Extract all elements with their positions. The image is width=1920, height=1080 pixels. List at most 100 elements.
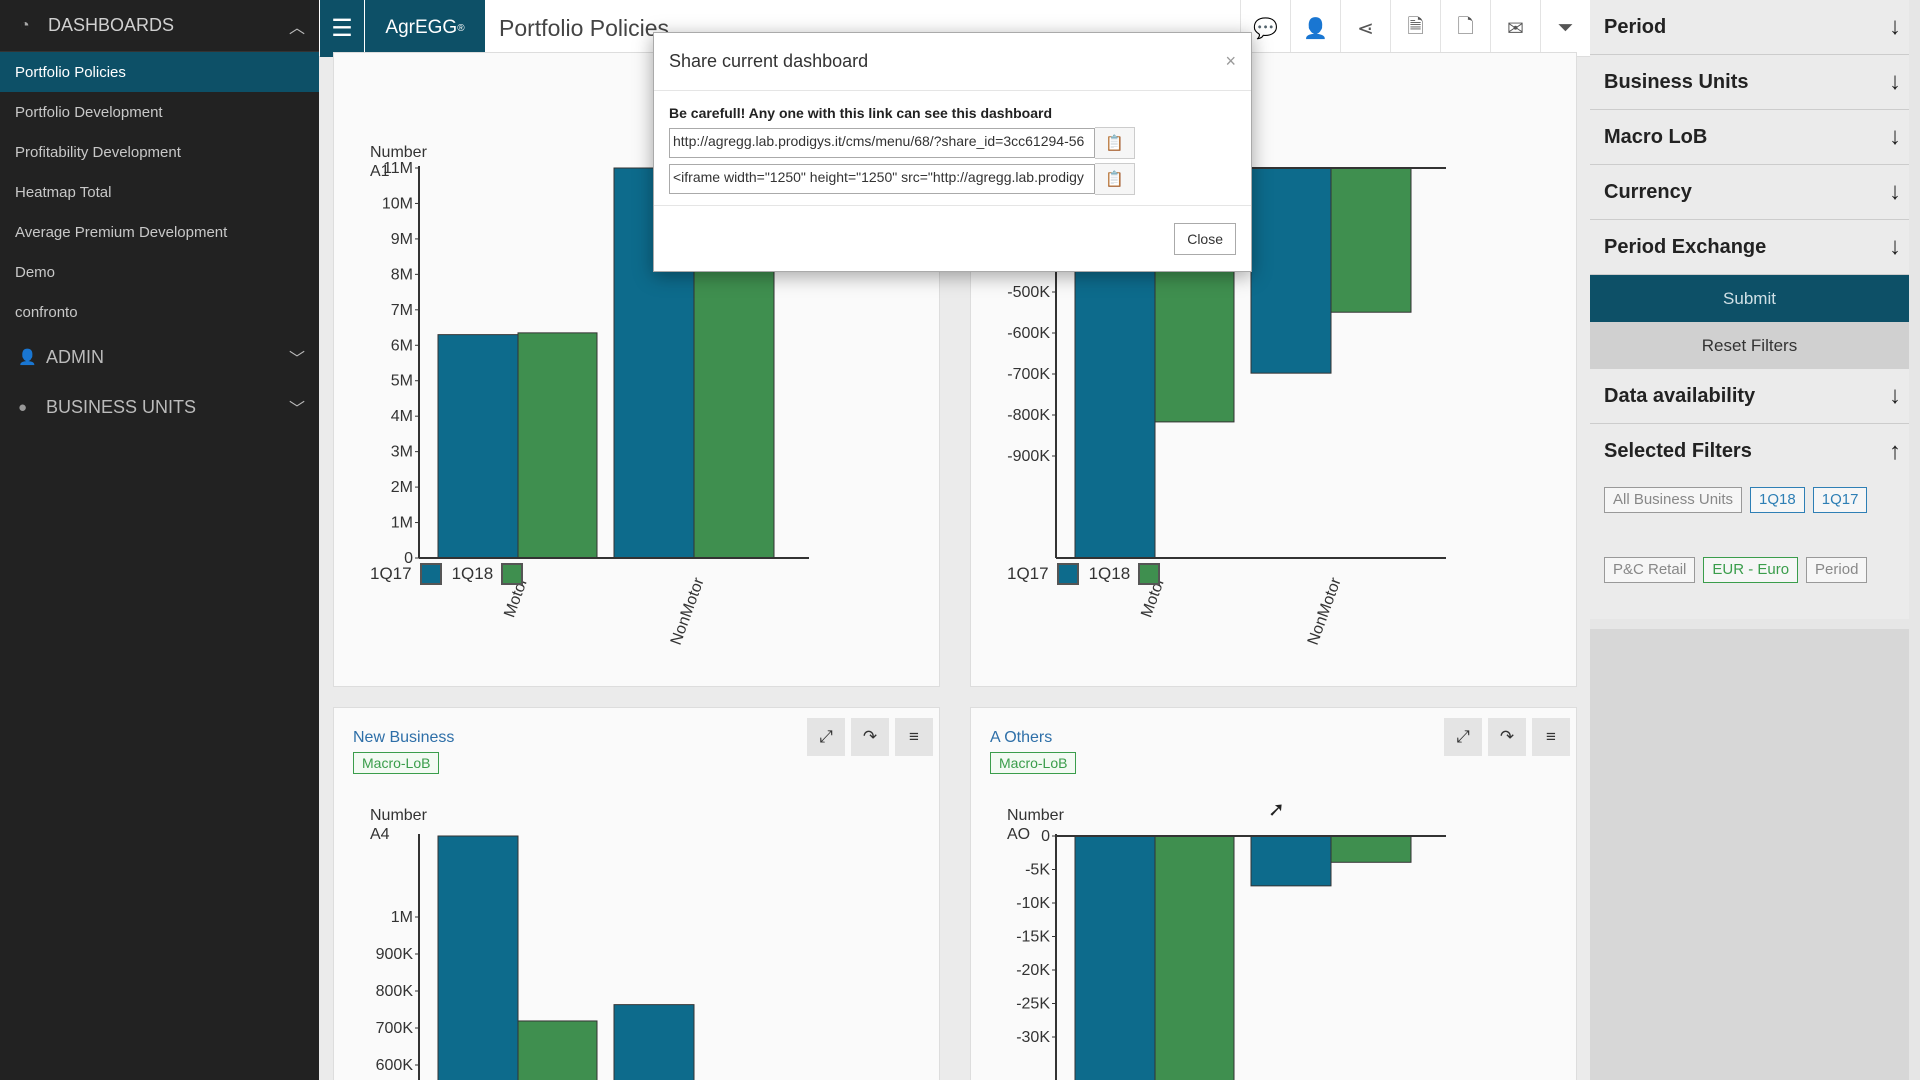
share-icon[interactable]: ⋖: [1340, 0, 1390, 57]
sidebar-section-admin[interactable]: 👤 ADMIN ﹀: [0, 332, 319, 382]
sidebar-item[interactable]: Demo: [15, 263, 56, 281]
y-tick-label: -15K: [1016, 929, 1050, 946]
bar-1Q18-Motor[interactable]: [517, 1020, 598, 1080]
bar-1Q17-Motor[interactable]: [1074, 835, 1156, 1080]
filter-panel: Period ↓ Business Units ↓ Macro LoB ↓ Currency…: [1590, 0, 1920, 1080]
bar-1Q17-Motor[interactable]: [437, 835, 519, 1080]
y-tick-label: -25K: [1016, 996, 1050, 1013]
expand-icon[interactable]: ⤢: [1444, 718, 1482, 756]
chart-title[interactable]: New Business: [353, 729, 455, 746]
ppt-icon[interactable]: 🗋: [1440, 0, 1490, 57]
selected-filters-header[interactable]: Selected Filters ↑: [1590, 424, 1909, 479]
legend-swatch: [1138, 563, 1161, 585]
bar-1Q18-NonMotor[interactable]: [1330, 835, 1412, 863]
menu-icon[interactable]: ≡: [1532, 718, 1570, 756]
sidebar-section-label: BUSINESS UNITS: [46, 396, 197, 417]
filter-item[interactable]: Business Units ↓: [1590, 55, 1909, 110]
app-logo[interactable]: AgrEGG ®: [365, 0, 485, 57]
filter-icon[interactable]: ⏷: [1540, 0, 1590, 57]
hamburger-icon: ☰: [331, 14, 353, 42]
arrow-down-icon: ↓: [1889, 178, 1901, 205]
sidebar-item[interactable]: Profitability Development: [15, 143, 181, 161]
clipboard-icon: 📋: [1105, 135, 1124, 152]
filter-label: Currency: [1604, 180, 1692, 203]
close-icon[interactable]: ×: [1225, 51, 1236, 71]
x-tick-label: NonMotor: [1305, 575, 1345, 647]
sidebar-section-label: ADMIN: [46, 346, 104, 367]
bar-chart: 500K600K700K800K900K1M: [376, 834, 695, 1080]
copy-iframe-button[interactable]: 📋: [1095, 163, 1135, 195]
menu-toggle-button[interactable]: ☰: [320, 0, 364, 57]
unit-line: AO: [1007, 826, 1031, 843]
sidebar-section-business-units[interactable]: ● BUSINESS UNITS ﹀: [0, 382, 319, 432]
legend-label[interactable]: 1Q17: [370, 564, 412, 583]
y-tick-label: -500K: [1007, 284, 1050, 301]
pdf-icon[interactable]: 🗎: [1390, 0, 1440, 57]
y-tick-label: 0: [404, 550, 413, 567]
share-icon[interactable]: ↷: [851, 718, 889, 756]
bar-1Q18-Motor[interactable]: [517, 332, 598, 559]
filter-chip[interactable]: 1Q17: [1812, 487, 1868, 513]
sidebar-item[interactable]: confronto: [15, 303, 78, 321]
filter-chip[interactable]: Period: [1806, 557, 1868, 583]
sidebar-item[interactable]: Portfolio Development: [15, 103, 163, 121]
y-unit-label: Number A1: [370, 143, 427, 181]
dashboards-header[interactable]: ◔ DASHBOARDS ︿: [0, 0, 319, 52]
comment-icon[interactable]: 💬: [1240, 0, 1290, 57]
arrow-down-icon: ↓: [1889, 233, 1901, 260]
logo-text: AgrEGG: [385, 17, 458, 38]
copy-link-button[interactable]: 📋: [1095, 127, 1135, 159]
legend-swatch: [501, 563, 524, 585]
reset-filters-button[interactable]: Reset Filters: [1590, 322, 1909, 369]
chart-legend: 1Q17 1Q18: [1007, 563, 1170, 585]
y-unit-label: Number A4: [370, 806, 427, 844]
bar-1Q17-NonMotor[interactable]: [1250, 167, 1332, 374]
filter-chip[interactable]: P&C Retail: [1604, 557, 1696, 583]
menu-icon[interactable]: ≡: [895, 718, 933, 756]
sidebar-item[interactable]: Portfolio Policies: [0, 52, 319, 92]
legend-label[interactable]: 1Q18: [1088, 564, 1131, 583]
logo-mark: ®: [457, 22, 465, 34]
filter-data-availability[interactable]: Data availability ↓: [1590, 369, 1909, 424]
sidebar-item[interactable]: Heatmap Total: [15, 183, 112, 201]
y-tick-label: 700K: [376, 1020, 414, 1037]
filter-label: Macro LoB: [1604, 125, 1708, 148]
iframe-code-field[interactable]: <iframe width="1250" height="1250" src="…: [669, 164, 1095, 194]
filter-item[interactable]: Macro LoB ↓: [1590, 110, 1909, 165]
share-warning: Be carefull! Any one with this link can …: [669, 105, 1053, 121]
y-tick-label: -800K: [1007, 407, 1050, 424]
y-tick-label: 1M: [391, 909, 413, 926]
y-tick-label: -30K: [1016, 1029, 1050, 1046]
filter-item[interactable]: Currency ↓: [1590, 165, 1909, 220]
user-icon[interactable]: 👤: [1290, 0, 1340, 57]
submit-button[interactable]: Submit: [1590, 275, 1909, 322]
share-icon[interactable]: ↷: [1488, 718, 1526, 756]
bar-1Q17-NonMotor[interactable]: [613, 1004, 695, 1080]
arrow-up-icon: ↑: [1889, 437, 1901, 465]
legend-label[interactable]: 1Q17: [1007, 564, 1049, 583]
topbar: ☰ AgrEGG ® Portfolio Policies 💬 👤 ⋖ 🗎 🗋 ✉…: [319, 0, 1590, 57]
filter-label: Period Exchange: [1604, 235, 1767, 258]
sidebar-item[interactable]: Average Premium Development: [15, 223, 228, 241]
share-link-field[interactable]: http://agregg.lab.prodigys.it/cms/menu/6…: [669, 128, 1095, 158]
legend-label[interactable]: 1Q18: [451, 564, 494, 583]
chevron-up-icon: ︿: [288, 19, 305, 37]
chevron-down-icon: ﹀: [288, 351, 305, 368]
bar-1Q17-Motor[interactable]: [437, 334, 519, 559]
filter-item[interactable]: Period Exchange ↓: [1590, 220, 1909, 275]
filter-item[interactable]: Period ↓: [1590, 0, 1909, 55]
unit-line: A4: [370, 826, 390, 843]
filter-label: Business Units: [1604, 70, 1749, 93]
y-tick-label: 1M: [391, 515, 413, 532]
filter-chip[interactable]: All Business Units: [1604, 487, 1743, 513]
close-button[interactable]: Close: [1174, 223, 1236, 255]
bar-1Q17-NonMotor[interactable]: [1250, 835, 1332, 887]
expand-icon[interactable]: ⤢: [807, 718, 845, 756]
bar-1Q18-NonMotor[interactable]: [1330, 167, 1412, 313]
filter-chip[interactable]: EUR - Euro: [1703, 557, 1799, 583]
email-icon[interactable]: ✉: [1490, 0, 1540, 57]
bar-1Q18-Motor[interactable]: [1154, 835, 1235, 1080]
chart-title[interactable]: A Others: [990, 729, 1053, 746]
filter-chip[interactable]: 1Q18: [1750, 487, 1805, 513]
y-tick-label: 2M: [391, 479, 413, 496]
